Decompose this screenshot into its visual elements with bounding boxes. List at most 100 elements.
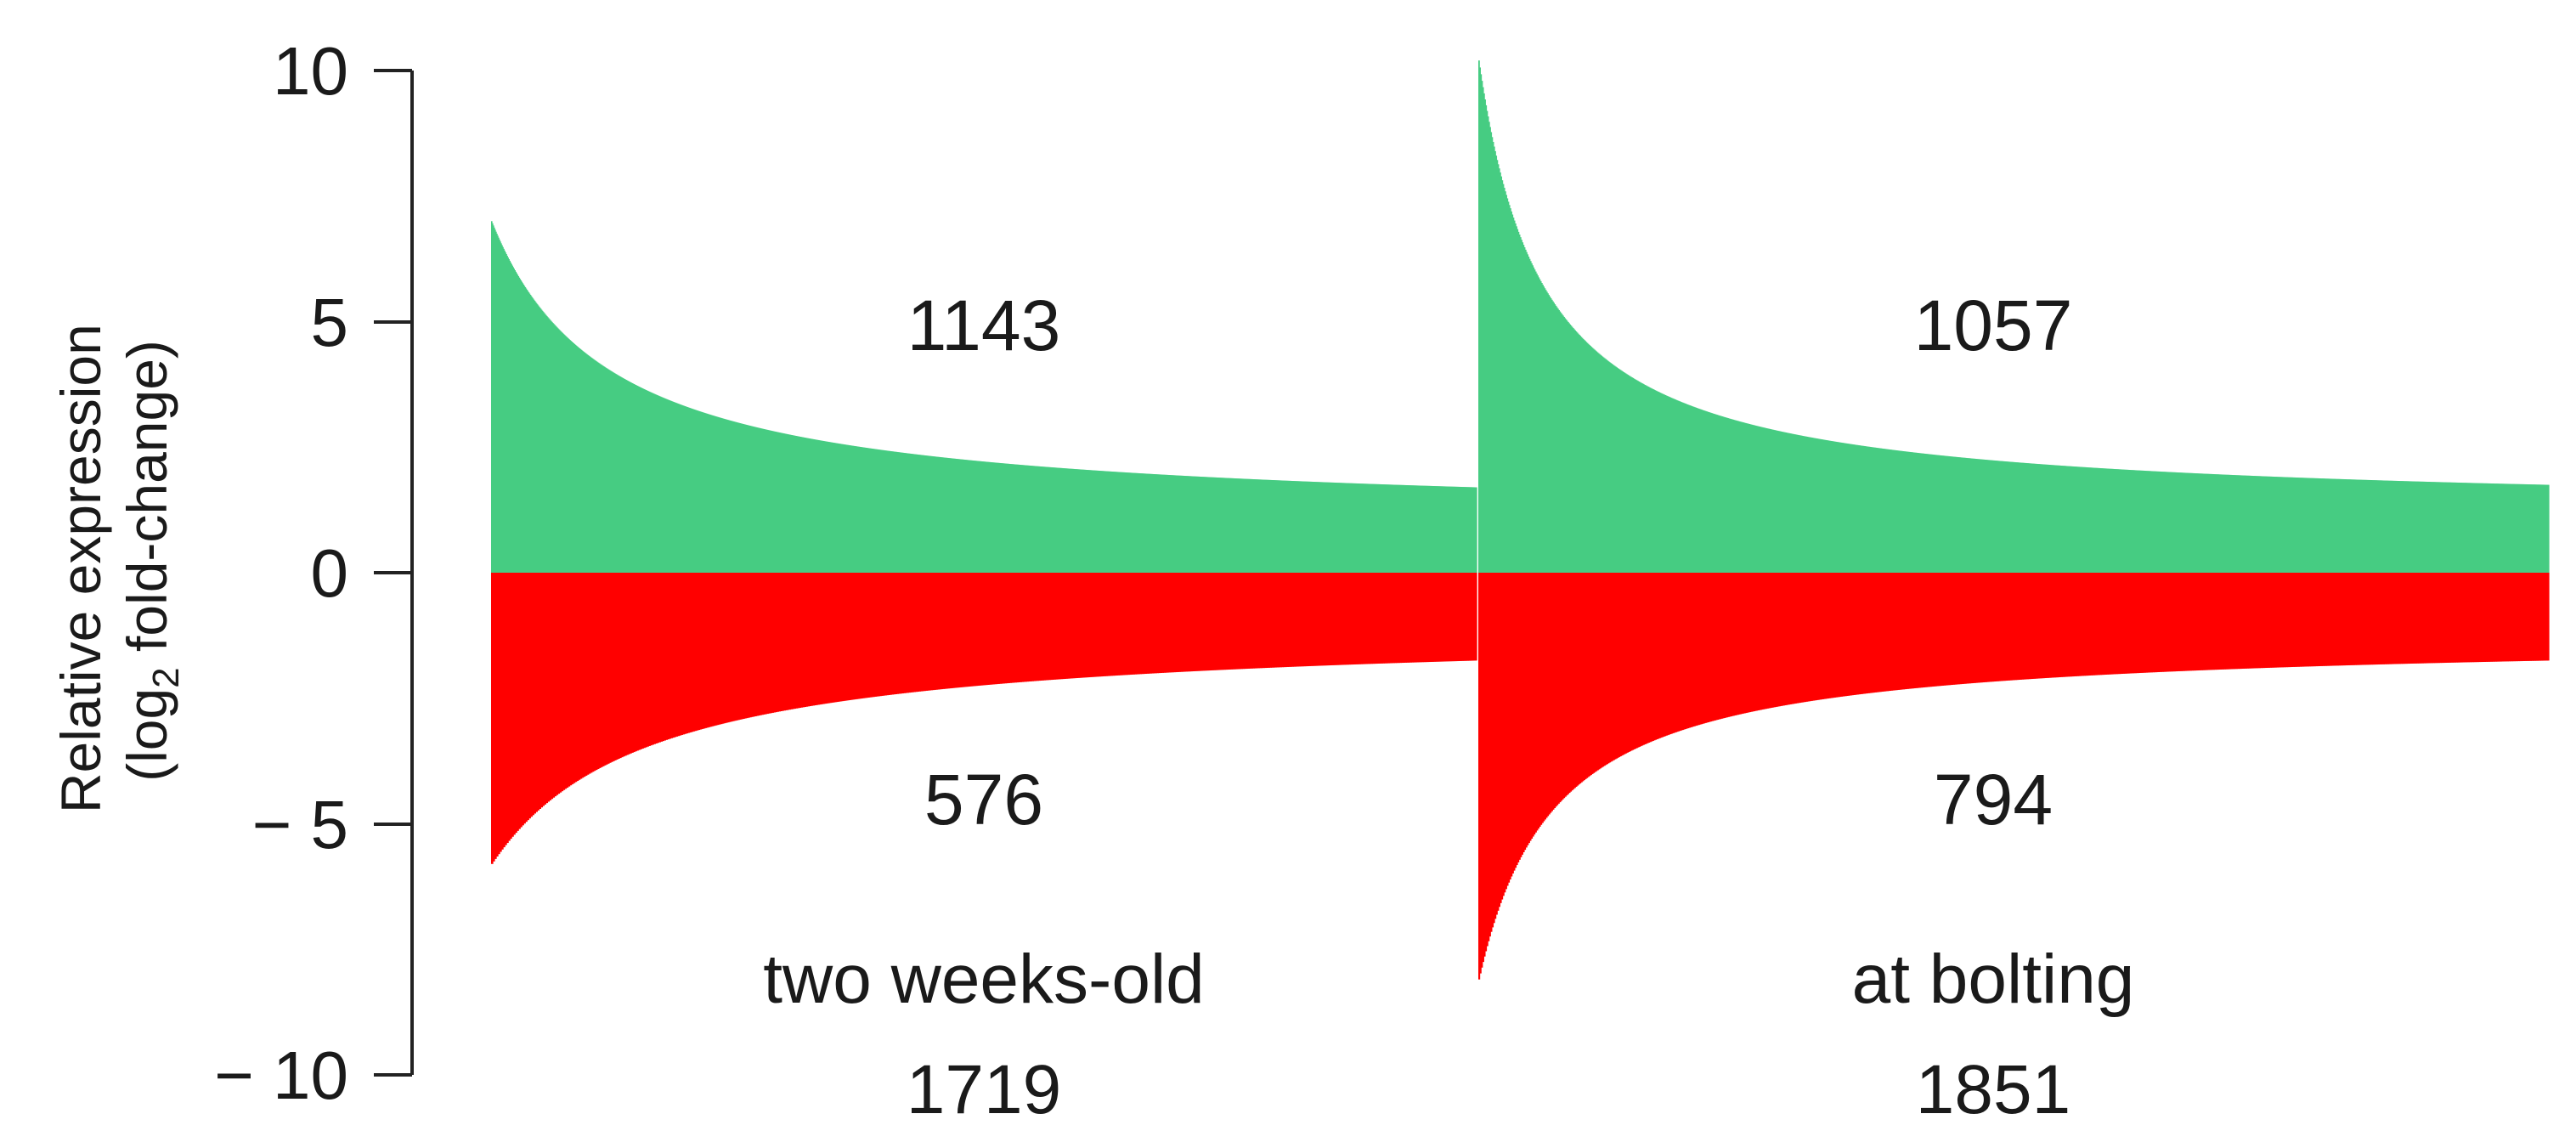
bar-down-two-weeks xyxy=(1004,573,1007,684)
bar-up-two-weeks xyxy=(1176,475,1178,573)
bar-up-two-weeks xyxy=(1415,485,1417,573)
bar-up-bolting xyxy=(1498,168,1500,573)
bar-down-bolting xyxy=(2076,573,2078,676)
bar-up-bolting xyxy=(1986,460,1989,573)
bar-down-bolting xyxy=(2478,573,2481,663)
bar-up-two-weeks xyxy=(857,446,859,573)
bar-up-two-weeks xyxy=(1280,480,1282,573)
bar-down-bolting xyxy=(1899,573,1901,690)
bar-up-two-weeks xyxy=(1352,483,1354,573)
bar-up-bolting xyxy=(1908,451,1911,573)
bar-down-two-weeks xyxy=(771,573,774,713)
bar-up-bolting xyxy=(1670,398,1673,573)
bar-up-two-weeks xyxy=(1274,480,1276,573)
bar-up-bolting xyxy=(2489,483,2492,573)
bar-down-two-weeks xyxy=(1259,573,1262,669)
bar-up-bolting xyxy=(1774,430,1776,573)
bar-down-two-weeks xyxy=(564,573,568,789)
bar-up-bolting xyxy=(2023,462,2025,573)
bar-up-two-weeks xyxy=(899,452,901,573)
bar-up-bolting xyxy=(1698,408,1700,573)
bar-up-bolting xyxy=(1565,319,1568,573)
bar-up-bolting xyxy=(2107,468,2110,573)
bar-down-bolting xyxy=(2274,573,2278,668)
bar-up-two-weeks xyxy=(675,402,676,573)
group-label-bolting: at bolting xyxy=(1852,941,2135,1018)
bar-up-bolting xyxy=(1634,379,1636,573)
bar-up-two-weeks xyxy=(724,419,726,573)
bar-down-bolting xyxy=(2101,573,2104,676)
bar-up-two-weeks xyxy=(745,424,747,573)
bar-up-two-weeks xyxy=(869,448,872,573)
bar-up-bolting xyxy=(2477,483,2479,573)
bar-up-bolting xyxy=(1533,267,1535,573)
bar-up-two-weeks xyxy=(821,440,823,573)
bar-up-bolting xyxy=(1714,414,1716,573)
bar-up-two-weeks xyxy=(607,369,609,573)
bar-up-two-weeks xyxy=(1114,472,1116,573)
bar-up-bolting xyxy=(2037,464,2039,573)
bar-up-two-weeks xyxy=(1361,483,1363,573)
bar-up-bolting xyxy=(2075,466,2076,573)
bar-down-two-weeks xyxy=(704,573,708,728)
bar-up-bolting xyxy=(1644,385,1647,573)
bar-down-bolting xyxy=(2200,573,2203,670)
bar-up-two-weeks xyxy=(596,362,599,573)
bar-up-bolting xyxy=(1719,416,1721,573)
bar-down-two-weeks xyxy=(623,573,625,757)
bar-up-two-weeks xyxy=(1330,482,1333,573)
bar-down-bolting xyxy=(1507,573,1511,883)
bar-up-two-weeks xyxy=(650,392,652,573)
bar-up-bolting xyxy=(2417,481,2419,573)
bar-up-two-weeks xyxy=(709,415,712,573)
bar-down-bolting xyxy=(2471,573,2474,663)
bar-down-bolting xyxy=(2020,573,2023,680)
bar-down-bolting xyxy=(1652,573,1654,741)
bar-up-two-weeks xyxy=(988,461,991,573)
bar-up-bolting xyxy=(2238,475,2240,573)
bar-up-two-weeks xyxy=(967,460,969,573)
bar-up-two-weeks xyxy=(949,458,952,573)
bar-down-bolting xyxy=(2398,573,2402,664)
bar-up-bolting xyxy=(1775,430,1777,573)
bar-down-bolting xyxy=(2294,573,2296,667)
bar-up-two-weeks xyxy=(929,455,932,573)
bar-down-bolting xyxy=(1695,573,1698,726)
bar-up-two-weeks xyxy=(1400,484,1403,573)
bar-down-bolting xyxy=(1490,573,1493,932)
bar-up-bolting xyxy=(1894,449,1896,573)
bar-up-bolting xyxy=(1853,444,1855,573)
bar-up-two-weeks xyxy=(1399,484,1402,573)
bar-up-bolting xyxy=(2012,461,2014,573)
bar-down-bolting xyxy=(2234,573,2237,670)
bar-up-two-weeks xyxy=(1434,486,1436,573)
bar-up-bolting xyxy=(2449,482,2451,573)
bar-up-bolting xyxy=(1836,442,1839,573)
bar-up-two-weeks xyxy=(545,315,548,573)
bar-down-two-weeks xyxy=(718,573,721,725)
bar-up-two-weeks xyxy=(567,337,568,573)
bar-up-two-weeks xyxy=(512,267,514,573)
bar-up-two-weeks xyxy=(1469,487,1472,573)
bar-up-bolting xyxy=(2367,479,2370,573)
bar-up-bolting xyxy=(1794,434,1796,573)
bar-up-two-weeks xyxy=(1146,473,1148,573)
bar-up-two-weeks xyxy=(621,377,623,573)
bar-down-two-weeks xyxy=(780,573,782,711)
bar-up-two-weeks xyxy=(946,457,949,573)
bar-up-two-weeks xyxy=(958,459,960,573)
bar-down-two-weeks xyxy=(912,573,915,693)
bar-down-two-weeks xyxy=(1172,573,1175,673)
bar-down-bolting xyxy=(2473,573,2476,663)
bar-up-bolting xyxy=(2517,483,2519,573)
bar-up-two-weeks xyxy=(1215,477,1217,573)
bar-up-bolting xyxy=(1480,74,1483,573)
bar-up-bolting xyxy=(2288,477,2291,573)
bar-down-two-weeks xyxy=(741,573,743,720)
bar-up-bolting xyxy=(1496,160,1499,574)
bar-up-two-weeks xyxy=(1150,473,1151,573)
bar-down-two-weeks xyxy=(1099,573,1103,677)
bar-up-two-weeks xyxy=(1080,469,1082,573)
bar-up-bolting xyxy=(1569,324,1572,573)
bar-up-two-weeks xyxy=(759,427,761,573)
